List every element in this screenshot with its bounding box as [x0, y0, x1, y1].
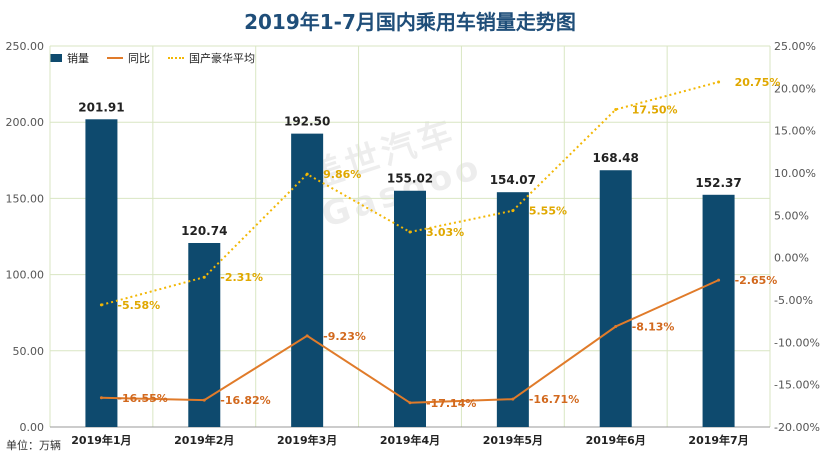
bar [394, 190, 426, 427]
bar [702, 194, 735, 427]
y-right-tick-label: 20.00% [774, 82, 816, 95]
y-right-tick-label: -10.00% [774, 336, 820, 349]
chart-title: 2019年1-7月国内乘用车销量走势图 [244, 10, 576, 34]
luxury-data-label: 3.03% [426, 226, 464, 239]
luxury-data-label: -5.58% [117, 299, 160, 312]
y-left-tick-label: 150.00 [6, 192, 45, 205]
yoy-data-label: -2.65% [735, 274, 778, 287]
luxury-point [305, 172, 309, 176]
bar [496, 192, 529, 427]
yoy-data-label: -16.82% [220, 394, 270, 407]
legend-item-luxury: 国产豪华平均 [168, 50, 255, 66]
luxury-point [99, 303, 103, 307]
x-tick-label: 2019年1月 [71, 433, 131, 447]
yoy-point [202, 398, 206, 402]
bar [188, 242, 221, 427]
y-right-tick-label: -5.00% [774, 294, 813, 307]
unit-label: 单位：万辆 [6, 439, 61, 452]
y-right-tick-label: 0.00% [774, 252, 809, 265]
luxury-data-label: 17.50% [632, 104, 678, 117]
luxury-data-label: 20.75% [735, 76, 781, 89]
bar-data-label: 152.37 [695, 176, 741, 190]
yoy-point [99, 396, 103, 400]
legend-label-luxury: 国产豪华平均 [189, 52, 255, 65]
legend-swatch-luxury [168, 57, 184, 59]
x-tick-label: 2019年2月 [174, 433, 234, 447]
y-left-tick-label: 100.00 [6, 269, 45, 282]
yoy-point [511, 397, 515, 401]
y-right-tick-label: -20.00% [774, 421, 820, 434]
bar-data-label: 192.50 [284, 115, 330, 129]
yoy-data-label: -16.71% [529, 393, 579, 406]
y-left-tick-label: 0.00 [20, 421, 45, 434]
x-tick-label: 2019年5月 [483, 433, 543, 447]
yoy-data-label: -16.55% [117, 392, 167, 405]
bar-data-label: 155.02 [387, 172, 433, 186]
y-left-tick-label: 250.00 [6, 40, 45, 53]
yoy-point [305, 334, 309, 338]
luxury-point [202, 275, 206, 279]
y-right-tick-label: 5.00% [774, 209, 809, 222]
bar [599, 170, 632, 427]
yoy-data-label: -17.14% [426, 397, 476, 410]
luxury-data-label: -2.31% [220, 271, 263, 284]
bar-data-label: 168.48 [593, 151, 639, 165]
legend-item-sales: 销量 [50, 50, 89, 66]
bar-data-label: 154.07 [490, 173, 536, 187]
luxury-point [511, 209, 515, 213]
chart-legend: 销量 同比 国产豪华平均 [50, 50, 255, 66]
x-tick-label: 2019年6月 [586, 433, 646, 447]
yoy-data-label: -8.13% [632, 321, 675, 334]
luxury-point [614, 108, 618, 111]
yoy-data-label: -9.23% [323, 330, 366, 343]
y-right-tick-label: 15.00% [774, 125, 816, 138]
bar [291, 133, 324, 427]
y-right-tick-label: 25.00% [774, 40, 816, 53]
x-tick-label: 2019年3月 [277, 433, 337, 447]
luxury-point [717, 80, 721, 84]
bar-data-label: 120.74 [181, 224, 227, 238]
y-left-tick-label: 200.00 [6, 116, 45, 129]
x-tick-label: 2019年4月 [380, 433, 440, 447]
legend-label-yoy: 同比 [128, 52, 150, 65]
luxury-point [408, 230, 412, 234]
y-right-tick-label: -15.00% [774, 379, 820, 392]
bar-data-label: 201.91 [78, 100, 124, 114]
luxury-data-label: 9.86% [323, 168, 361, 181]
luxury-data-label: 5.55% [529, 205, 567, 218]
x-tick-label: 2019年7月 [688, 433, 748, 447]
yoy-point [408, 401, 412, 405]
legend-swatch-yoy [107, 57, 123, 59]
y-right-tick-label: 10.00% [774, 167, 816, 180]
bar [85, 119, 118, 428]
yoy-point [614, 325, 618, 329]
yoy-point [717, 278, 721, 282]
y-left-tick-label: 50.00 [13, 345, 45, 358]
legend-item-yoy: 同比 [107, 50, 150, 66]
legend-swatch-sales [50, 54, 62, 62]
legend-label-sales: 销量 [67, 52, 89, 65]
